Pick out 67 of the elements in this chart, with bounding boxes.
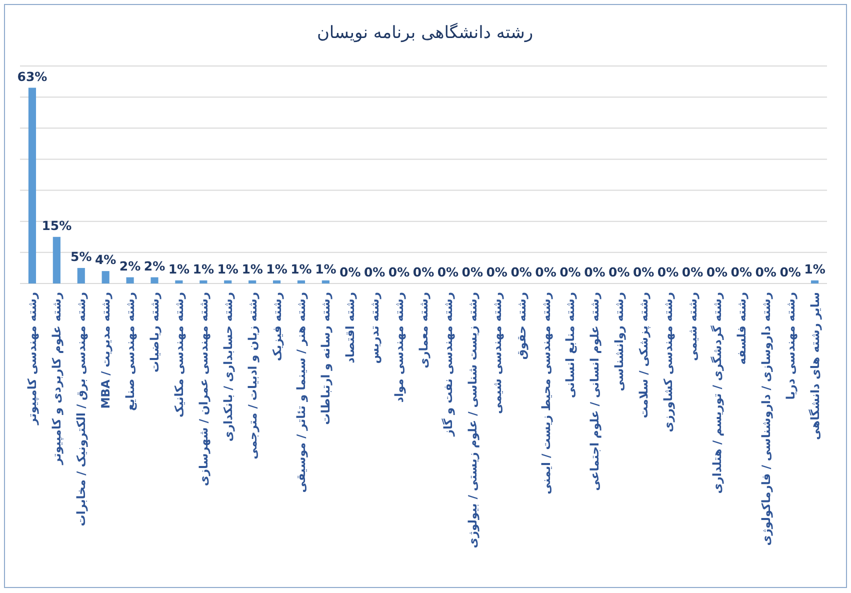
- x-tick-label: رشته گردشگری / توریسم / هتلداری: [710, 292, 724, 494]
- x-tick-label: رشته مهندسی محیط زیست / ایمنی: [538, 292, 553, 494]
- x-tick-label: رشته زبان و ادبیات / مترجمی: [245, 292, 260, 460]
- data-label: 2%: [119, 258, 142, 274]
- data-label: 0%: [462, 264, 484, 280]
- data-label: 1%: [290, 261, 312, 276]
- data-label: 1%: [315, 261, 337, 276]
- data-label: 0%: [584, 264, 606, 280]
- data-label: 0%: [755, 264, 777, 280]
- data-label: 1%: [217, 261, 239, 276]
- x-tick-label: رشته مهندسی نفت و گاز: [440, 292, 455, 438]
- data-label: 0%: [608, 264, 630, 280]
- data-label: 1%: [804, 261, 826, 276]
- data-label: 63%: [17, 68, 48, 84]
- x-tick-label: سایر رشته های دانشگاهی: [808, 292, 822, 440]
- x-tick-label: رشته پزشکی / سلامت: [636, 292, 651, 418]
- x-tick-label: رشته علوم انسانی / علوم اجتماعی: [588, 292, 602, 491]
- data-label: 0%: [340, 264, 362, 280]
- x-tick-label: رشته رسانه و ارتباطات: [318, 292, 333, 425]
- x-tick-label: رشته تدریس: [368, 292, 382, 364]
- x-tick-label: رشته مهندسی شیمی: [490, 292, 504, 414]
- x-tick-label: رشته زیست شناسی / علوم زیستی / بیولوژی: [465, 292, 480, 548]
- data-label: 0%: [706, 264, 728, 280]
- x-tick-label: رشته مهندسی مکانیک: [172, 292, 186, 418]
- data-label: 15%: [42, 218, 72, 233]
- data-label: 4%: [94, 252, 117, 268]
- data-label: 1%: [266, 261, 288, 276]
- x-tick-label: رشته هنر / سینما و تئاتر / موسیقی: [294, 292, 308, 493]
- data-label: 0%: [657, 264, 680, 280]
- data-label: 0%: [510, 264, 532, 280]
- x-tick-label: رشته مهندسی برق / الکترونیک / مخابرات: [74, 292, 88, 526]
- data-label: 0%: [682, 264, 704, 280]
- x-tick-label: رشته فلسفه: [734, 292, 748, 365]
- x-tick-label: رشته شیمی: [686, 292, 700, 361]
- data-label: 0%: [560, 264, 582, 280]
- x-tick-label: رشته فیزیک: [270, 292, 284, 362]
- x-tick-label: رشته مدیریت / MBA: [98, 292, 113, 409]
- data-label: 0%: [364, 264, 386, 280]
- x-tick-label: رشته مهندسی کشاورزی: [661, 292, 676, 432]
- x-tick-label: رشته حسابداری / بانکداری: [220, 292, 235, 442]
- data-label: 0%: [730, 264, 752, 280]
- data-label: 0%: [412, 264, 435, 280]
- x-tick-label: رشته ریاضیات: [148, 292, 162, 373]
- data-label: 0%: [486, 264, 508, 280]
- x-tick-label: رشته اقتصاد: [343, 292, 358, 364]
- x-tick-label: رشته مهندسی صنایع: [123, 292, 138, 411]
- x-tick-label: رشته منابع انسانی: [563, 292, 578, 398]
- data-label: 5%: [70, 248, 92, 264]
- x-tick-label: رشته مهندسی عمران / شهرسازی: [196, 292, 210, 486]
- x-tick-label: رشته مهندسی مواد: [392, 292, 406, 403]
- data-label: 0%: [632, 264, 655, 280]
- data-label: 0%: [535, 264, 557, 280]
- data-label: 1%: [192, 261, 214, 276]
- data-label: 0%: [437, 264, 460, 280]
- data-label: 2%: [144, 258, 166, 274]
- data-label: 1%: [242, 261, 264, 276]
- x-tick-label: رشته حقوق: [514, 292, 528, 360]
- x-tick-label: رشته روانشناسی: [612, 292, 626, 392]
- x-tick-label: رشته علوم کاربردی و کامپیوتر: [50, 292, 64, 466]
- x-tick-label: رشته معماری: [416, 292, 430, 368]
- data-label: 1%: [168, 261, 190, 276]
- data-label: 0%: [388, 264, 410, 280]
- x-tick-label: رشته مهندسی کامپیوتر: [25, 292, 40, 426]
- x-tick-label: رشته مهندسی دریا: [783, 292, 798, 400]
- title: رشته دانشگاهی برنامه نویسان: [316, 23, 534, 43]
- data-label: 0%: [780, 264, 802, 280]
- x-tick-label: رشته داروسازی / داروشناسی / فارماکولوژی: [758, 292, 773, 546]
